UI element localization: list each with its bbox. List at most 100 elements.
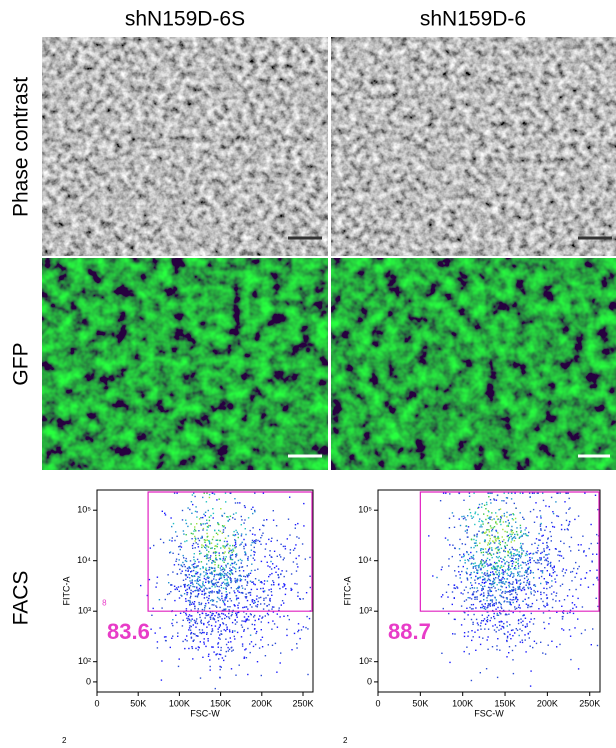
event-dot [486, 570, 489, 572]
event-dot [287, 518, 290, 520]
event-dot [206, 492, 208, 494]
event-dot [195, 635, 198, 637]
event-dot [232, 550, 235, 552]
event-dot [186, 592, 189, 594]
event-dot [484, 606, 486, 608]
event-dot [207, 524, 210, 527]
event-dot [205, 592, 207, 595]
event-dot [172, 571, 174, 573]
event-dot [269, 550, 271, 552]
event-dot [509, 598, 511, 601]
event-dot [241, 559, 243, 562]
event-dot [518, 580, 520, 582]
event-dot [243, 657, 245, 659]
event-dot [486, 503, 488, 506]
event-dot [493, 561, 496, 564]
event-dot [501, 536, 503, 538]
event-dot [583, 551, 585, 553]
event-dot [523, 574, 525, 576]
event-dot [229, 576, 231, 579]
event-dot [215, 545, 217, 547]
event-dot [529, 685, 532, 687]
event-dot [517, 586, 519, 588]
event-dot [195, 542, 197, 544]
event-dot [203, 641, 205, 643]
event-dot [230, 581, 232, 584]
event-dot [237, 502, 239, 504]
event-dot [452, 544, 454, 546]
event-dot [305, 592, 308, 594]
event-dot [498, 629, 500, 631]
event-dot [220, 577, 223, 579]
event-dot [577, 515, 580, 517]
event-dot [492, 571, 494, 573]
event-dot [533, 584, 535, 586]
event-dot [512, 629, 514, 631]
event-dot [267, 565, 269, 567]
event-dot [280, 604, 282, 606]
event-dot [553, 526, 556, 528]
event-dot [447, 584, 450, 586]
event-dot [233, 544, 236, 547]
event-dot [177, 665, 180, 668]
event-dot [481, 606, 483, 609]
event-dot [201, 590, 203, 592]
event-dot [480, 567, 482, 570]
event-dot [481, 520, 483, 522]
event-dot [183, 593, 186, 595]
event-dot [189, 560, 192, 562]
event-dot [194, 526, 196, 528]
event-dot [499, 602, 502, 605]
event-dot [499, 543, 501, 546]
event-dot [520, 542, 522, 545]
event-dot [295, 570, 298, 572]
event-dot [511, 599, 513, 601]
event-dot [284, 545, 286, 548]
event-dot [542, 542, 544, 544]
event-dot [246, 581, 249, 583]
event-dot [228, 629, 231, 631]
event-dot [246, 582, 249, 584]
event-dot [485, 551, 487, 553]
event-dot [295, 544, 297, 546]
event-dot [474, 596, 477, 598]
event-dot [243, 656, 246, 658]
event-dot [256, 661, 259, 663]
event-dot [574, 627, 576, 629]
event-dot [211, 582, 213, 585]
event-dot [201, 612, 204, 615]
event-dot [561, 583, 564, 585]
event-dot [522, 624, 524, 626]
event-dot [518, 619, 520, 621]
event-dot [223, 552, 225, 555]
event-dot [154, 632, 156, 634]
event-dot [263, 603, 266, 605]
event-dot [504, 592, 506, 594]
event-dot [544, 567, 546, 569]
event-dot [515, 592, 517, 594]
event-dot [510, 629, 513, 632]
event-dot [180, 572, 182, 575]
event-dot [235, 598, 238, 601]
event-dot [230, 580, 233, 582]
event-dot [529, 586, 532, 589]
event-dot [485, 501, 488, 504]
event-dot [266, 605, 268, 607]
event-dot [176, 535, 178, 537]
event-dot [490, 599, 492, 601]
event-dot [472, 593, 475, 596]
event-dot [546, 564, 549, 566]
event-dot [218, 523, 220, 526]
event-dot [498, 573, 501, 575]
event-dot [221, 573, 223, 575]
event-dot [218, 529, 220, 532]
event-dot [499, 589, 502, 591]
event-dot [492, 565, 495, 567]
event-dot [583, 550, 585, 552]
event-dot [210, 555, 212, 557]
event-dot [512, 596, 515, 598]
event-dot [198, 603, 200, 606]
event-dot [283, 575, 285, 578]
event-dot [234, 498, 236, 500]
event-dot [243, 575, 245, 577]
